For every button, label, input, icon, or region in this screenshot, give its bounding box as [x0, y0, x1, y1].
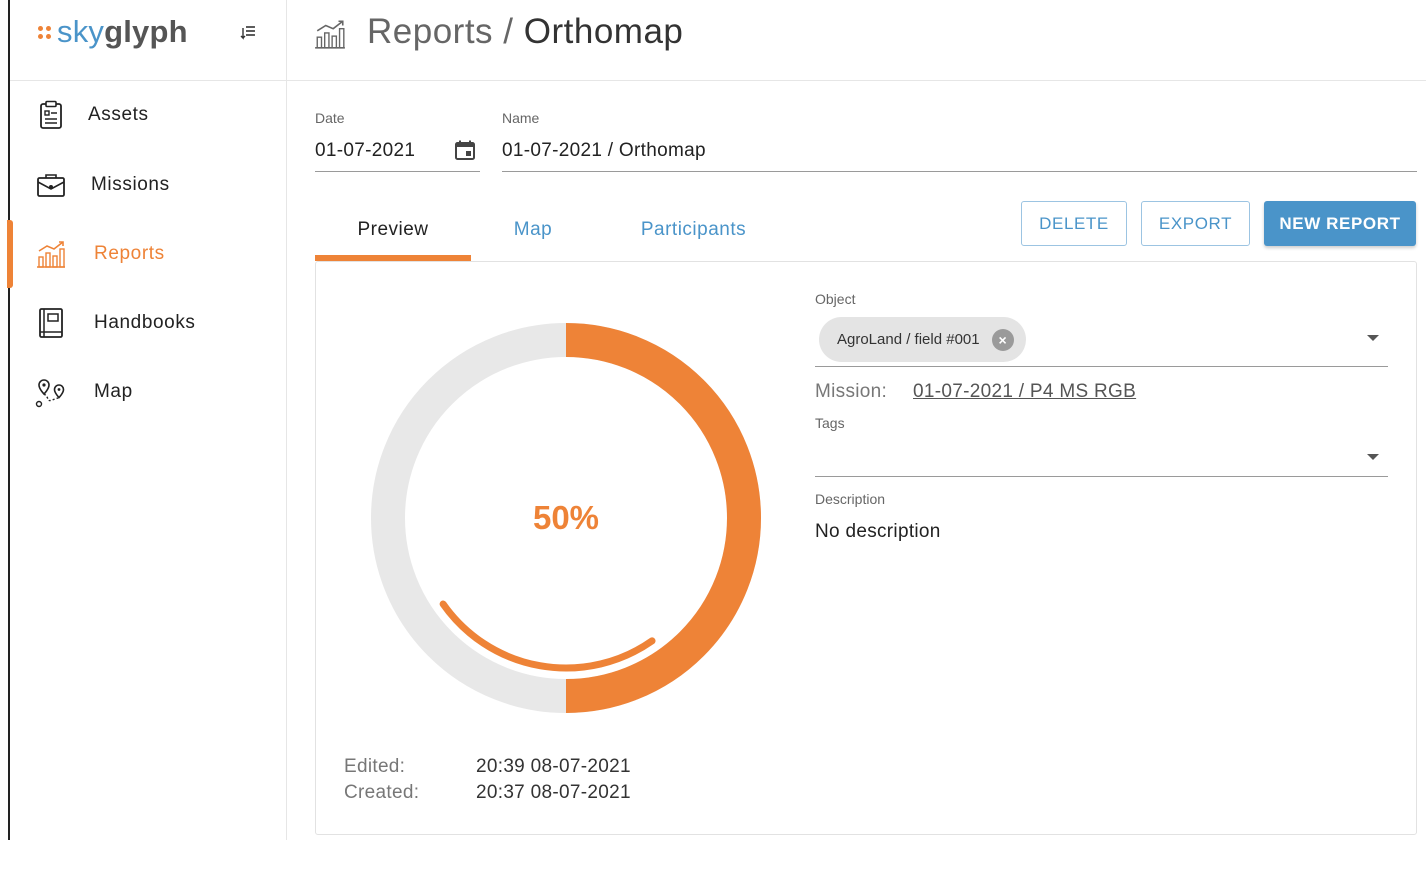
sidebar-item-assets[interactable]: Assets [10, 82, 287, 148]
logo-text-suffix: glyph [104, 14, 188, 49]
tags-field-label: Tags [815, 415, 845, 431]
breadcrumb: Reports / Orthomap [367, 12, 683, 52]
collapse-sidebar-icon[interactable] [236, 20, 260, 44]
export-button[interactable]: EXPORT [1141, 201, 1250, 246]
description-label: Description [815, 491, 886, 507]
sidebar-item-label: Reports [94, 243, 165, 264]
date-field-underline [315, 171, 480, 172]
created-label: Created: [344, 782, 420, 803]
breadcrumb-parent[interactable]: Reports [367, 12, 494, 51]
mission-link[interactable]: 01-07-2021 / P4 MS RGB [913, 381, 1137, 402]
sidebar-item-label: Missions [91, 174, 170, 195]
progress-percent: 50% [532, 499, 600, 536]
object-chip[interactable]: AgroLand / field #001 × [819, 317, 1026, 362]
brand-logo[interactable]: sky glyph [38, 10, 188, 54]
created-timestamp: 20:37 08-07-2021 [476, 782, 631, 803]
breadcrumb-separator: / [493, 12, 524, 51]
preview-card: 50% Edited: 20:39 08-07-2021 Created: 20… [315, 261, 1417, 835]
sidebar-item-label: Assets [88, 104, 149, 125]
progress-inner-arc [439, 600, 656, 672]
tags-field-underline [815, 476, 1388, 477]
clipboard-icon [34, 98, 68, 132]
briefcase-icon [34, 168, 68, 202]
chart-icon [313, 18, 349, 50]
window-left-edge [8, 0, 10, 840]
logo-dots-icon [38, 25, 51, 39]
name-field-label: Name [502, 110, 540, 126]
tags-select[interactable] [815, 434, 1388, 476]
object-chip-label: AgroLand / field #001 [837, 331, 980, 348]
active-tab-indicator [315, 255, 471, 261]
progress-ring-svg [371, 323, 761, 713]
object-field-label: Object [815, 291, 856, 307]
date-field-label: Date [315, 110, 345, 126]
calendar-icon[interactable] [453, 138, 477, 162]
edited-label: Edited: [344, 756, 406, 777]
route-icon [34, 375, 68, 409]
tab-preview[interactable]: Preview [357, 219, 429, 240]
sidebar-item-missions[interactable]: Missions [10, 152, 287, 218]
tags-dropdown-icon[interactable] [1367, 454, 1379, 460]
date-field[interactable]: 01-07-2021 [315, 140, 416, 161]
progress-ring: 50% [370, 322, 762, 714]
remove-chip-icon[interactable]: × [991, 328, 1014, 351]
object-dropdown-icon[interactable] [1367, 335, 1379, 341]
delete-button[interactable]: DELETE [1021, 201, 1127, 246]
edited-timestamp: 20:39 08-07-2021 [476, 756, 631, 777]
sidebar-item-handbooks[interactable]: Handbooks [10, 290, 287, 356]
active-nav-indicator [7, 220, 13, 288]
page-header: Reports / Orthomap [287, 0, 1426, 81]
sidebar-item-map[interactable]: Map [10, 359, 287, 425]
mission-label: Mission: [815, 381, 888, 402]
tab-participants[interactable]: Participants [640, 219, 747, 240]
tab-map[interactable]: Map [513, 219, 553, 240]
logo-text-prefix: sky [57, 14, 105, 49]
progress-arc [565, 323, 761, 713]
chart-icon [34, 237, 68, 271]
page-title: Orthomap [523, 12, 684, 51]
sidebar-item-label: Handbooks [94, 312, 196, 333]
sidebar-item-reports[interactable]: Reports [10, 221, 287, 287]
book-icon [34, 306, 68, 340]
name-field[interactable]: 01-07-2021 / Orthomap [502, 140, 706, 161]
app-window: sky glyph Asset [7, 0, 1426, 840]
name-field-underline [502, 171, 1417, 172]
new-report-button[interactable]: NEW REPORT [1264, 201, 1416, 246]
sidebar-item-label: Map [94, 381, 133, 402]
sidebar: sky glyph Asset [7, 0, 287, 840]
description-value[interactable]: No description [815, 521, 941, 542]
object-field-underline [815, 366, 1388, 367]
sidebar-divider [10, 80, 287, 81]
